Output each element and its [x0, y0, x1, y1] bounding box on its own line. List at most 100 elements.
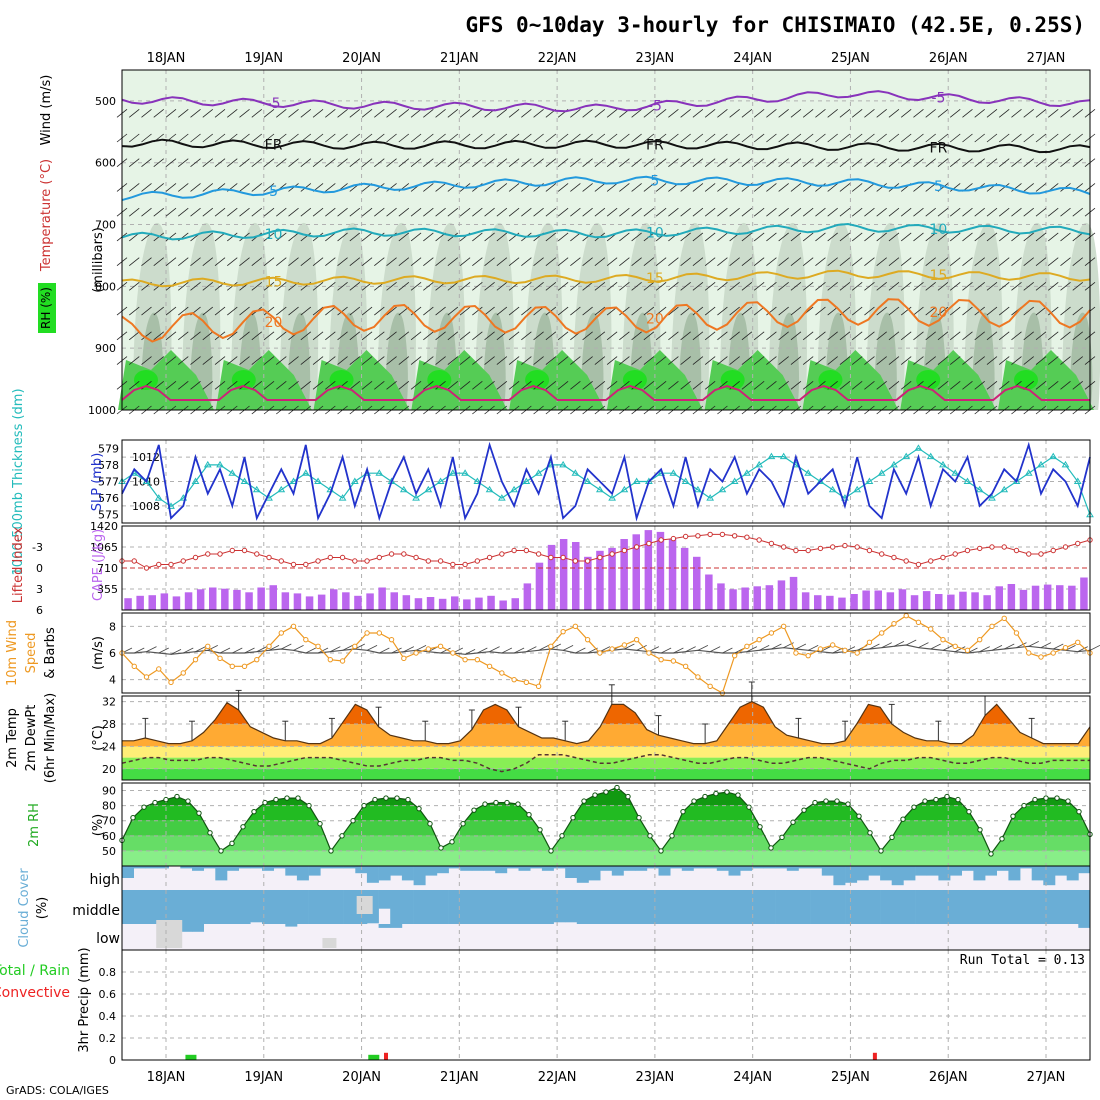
wind10-speed-marker	[584, 636, 591, 643]
date-label-top: 19JAN	[244, 51, 283, 66]
upper-wind-barb	[998, 356, 1010, 365]
rh2m-marker	[658, 848, 664, 854]
upper-wind-barb	[582, 158, 593, 168]
upper-wind-barb	[435, 306, 446, 316]
cloud-low-bar	[285, 924, 298, 927]
rh2m-marker	[812, 799, 818, 806]
upper-wind-barb	[533, 282, 544, 291]
thickness-marker	[399, 485, 408, 493]
rh2m-marker	[438, 845, 444, 851]
lifted-index-marker	[682, 533, 689, 540]
cloud-high-bar	[868, 866, 881, 876]
cape-bar	[608, 547, 616, 610]
upper-wind-barb	[962, 331, 973, 341]
upper-wind-barb	[508, 158, 520, 168]
upper-wind-barb	[606, 331, 618, 341]
cloud-middle-bar	[798, 890, 811, 924]
wind10-barb	[1053, 643, 1064, 650]
cape-tick: 1420	[90, 520, 118, 533]
upper-wind-barb	[937, 282, 949, 291]
cape-bar	[184, 592, 193, 610]
cape-bar	[777, 580, 786, 610]
upper-wind-barb	[827, 207, 838, 217]
upper-wind-barb	[165, 380, 177, 390]
upper-wind-barb	[545, 183, 557, 192]
upper-wind-barb	[851, 158, 863, 168]
thickness-marker	[350, 477, 359, 484]
cape-bar	[874, 590, 882, 610]
upper-wind-barb	[594, 380, 606, 390]
upper-wind-barb	[1060, 108, 1071, 118]
rh2m-marker	[273, 796, 279, 803]
upper-wind-barb	[741, 158, 753, 168]
upper-wind-barb	[165, 183, 177, 192]
upper-wind-barb	[570, 356, 581, 365]
cloud-middle-bar	[343, 890, 356, 924]
cloud-middle-bar	[495, 890, 508, 924]
lifted-index-marker	[915, 561, 922, 568]
cloud-high-bar	[308, 866, 321, 876]
cloud-low-bar	[390, 924, 403, 928]
upper-wind-barb	[668, 380, 679, 390]
upper-wind-barb	[1060, 257, 1071, 266]
upper-wind-barb	[998, 282, 1010, 291]
upper-wind-barb	[1035, 207, 1047, 217]
cloud-high-bar	[366, 866, 379, 883]
upper-wind-barb	[766, 356, 777, 365]
wind10-speed-marker	[977, 636, 983, 643]
low-cloud-patch	[322, 938, 337, 948]
cape-bar	[572, 542, 580, 610]
lifted-index-marker	[878, 551, 885, 557]
isotherm-label: 5	[934, 179, 943, 195]
wind10-barb	[746, 646, 758, 653]
cloud-high-bar	[471, 866, 484, 871]
upper-wind-barb	[545, 282, 557, 291]
cloud-units-label: (%)	[35, 897, 50, 920]
date-label-bottom: 25JAN	[831, 1070, 870, 1085]
upper-wind-barb	[312, 257, 324, 266]
cape-bar	[511, 598, 519, 610]
upper-wind-barb	[251, 133, 263, 143]
upper-wind-barb	[594, 257, 606, 266]
wind10-barb	[1004, 643, 1015, 650]
upper-wind-barb	[423, 306, 434, 316]
thickness-marker	[779, 452, 788, 460]
cloud-high-bar	[1055, 866, 1067, 876]
upper-wind-barb	[1060, 331, 1071, 341]
thickness-tick: 579	[98, 442, 119, 455]
upper-wind-barb	[141, 158, 152, 168]
upper-wind-barb	[753, 356, 765, 365]
upper-wind-barb	[545, 133, 557, 143]
upper-wind-barb	[263, 183, 275, 192]
cape-bar	[995, 586, 1003, 610]
upper-wind-barb	[729, 207, 740, 217]
cloud-high-bar	[658, 866, 671, 876]
wind10-speed-marker	[572, 623, 579, 630]
wind10-barb	[489, 646, 500, 653]
upper-wind-barb	[521, 282, 532, 291]
isotherm-label: -5	[931, 90, 945, 106]
upper-wind-barb	[643, 133, 655, 143]
upper-wind-barb	[459, 207, 471, 217]
upper-wind-barb	[900, 257, 912, 266]
upper-wind-barb	[998, 257, 1010, 266]
upper-wind-barb	[998, 232, 1010, 242]
upper-wind-barb	[888, 356, 900, 365]
upper-wind-barb	[472, 108, 483, 118]
lifted-index-marker	[303, 561, 309, 568]
upper-wind-barb	[815, 282, 826, 291]
isotherm-label: -5	[267, 96, 281, 112]
upper-wind-barb	[974, 282, 985, 291]
cape-bar	[729, 589, 737, 610]
upper-wind-barb	[521, 207, 532, 217]
upper-wind-barb	[410, 331, 422, 341]
wind10-barb	[624, 643, 635, 650]
rh2m-marker	[922, 798, 928, 804]
upper-wind-barb	[557, 331, 569, 341]
upper-wind-barb	[606, 282, 618, 291]
upper-wind-barb	[337, 331, 348, 341]
thickness-tick: 578	[98, 459, 119, 472]
rh2m-marker	[713, 790, 719, 797]
upper-wind-barb	[288, 257, 299, 266]
upper-wind-barb	[423, 356, 434, 365]
